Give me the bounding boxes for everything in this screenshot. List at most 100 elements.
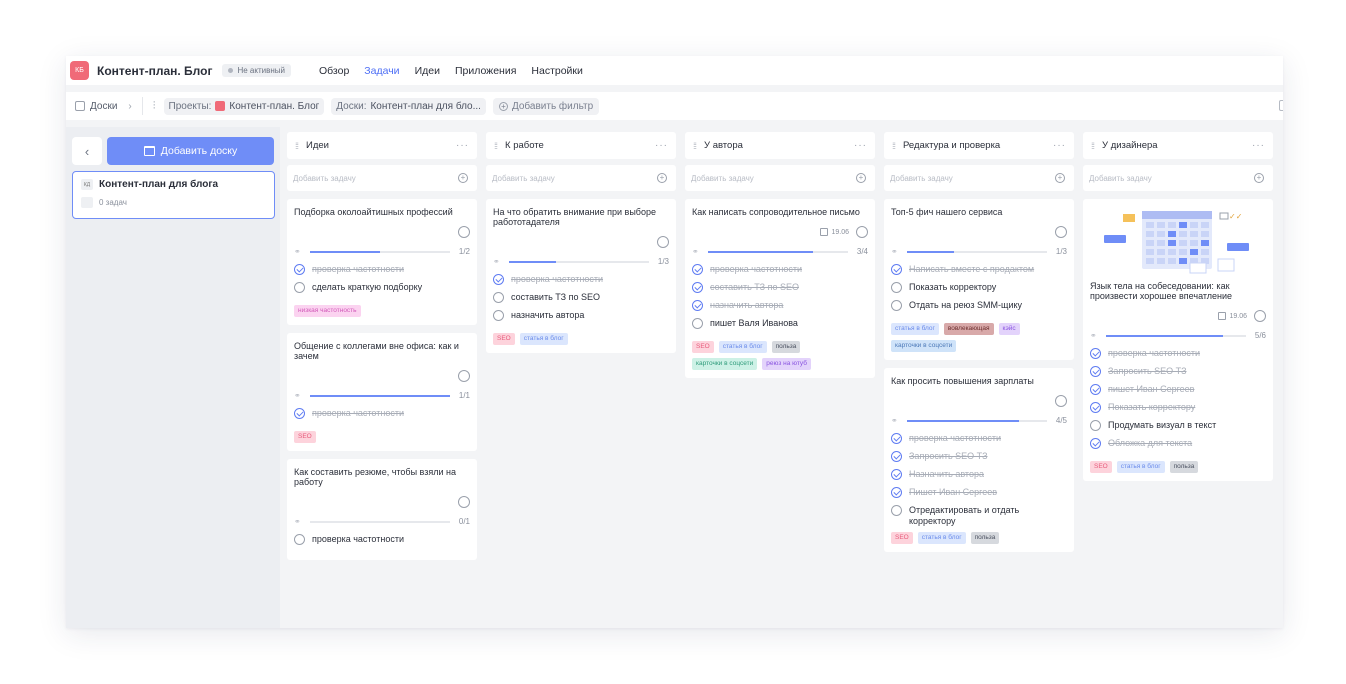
tag-badge[interactable]: карточки в соцсети — [692, 358, 758, 370]
checked-circle-icon[interactable] — [1090, 366, 1101, 377]
tab-ideas[interactable]: Идеи — [414, 64, 440, 77]
tag-badge[interactable]: статья в блог — [891, 323, 939, 335]
tag-badge[interactable]: польза — [1169, 461, 1199, 473]
tag-badge[interactable]: SEO — [294, 431, 316, 443]
project-logo[interactable]: КБ — [70, 61, 89, 80]
checklist-item[interactable]: проверка частотности — [294, 534, 470, 552]
tab-settings[interactable]: Настройки — [531, 64, 583, 77]
empty-circle-icon[interactable] — [891, 282, 902, 293]
add-board-button[interactable]: Добавить доску — [107, 137, 274, 165]
checklist-item[interactable]: Запросить SEO ТЗ — [1090, 366, 1266, 384]
boards-filter-chip[interactable]: Доски: Контент-план для бло... — [331, 97, 486, 115]
empty-circle-icon[interactable] — [891, 300, 902, 311]
task-card[interactable]: Общение с коллегами вне офиса: как и зач… — [287, 333, 477, 451]
task-card[interactable]: Топ-5 фич нашего сервиса ⚭ 1/3 Написать вме… — [884, 199, 1074, 360]
checklist-item[interactable]: Показать корректору — [1090, 402, 1266, 420]
add-task-input[interactable]: Добавить задачу + — [287, 165, 477, 191]
task-card[interactable]: Подборка околоайтишных профессий ⚭ 1/2 пров… — [287, 199, 477, 325]
more-icon[interactable]: ··· — [1053, 140, 1066, 151]
checklist-item[interactable]: Назначить автора — [891, 469, 1067, 487]
complete-toggle[interactable] — [1055, 395, 1067, 407]
checked-circle-icon[interactable] — [294, 264, 305, 275]
empty-circle-icon[interactable] — [1090, 420, 1101, 431]
tag-badge[interactable]: польза — [771, 341, 801, 353]
checked-circle-icon[interactable] — [1090, 438, 1101, 449]
add-filter-button[interactable]: + Добавить фильтр — [492, 97, 600, 115]
tag-badge[interactable]: SEO — [1090, 461, 1112, 473]
complete-toggle[interactable] — [458, 370, 470, 382]
boards-breadcrumb[interactable]: Доски › — [75, 101, 132, 112]
checklist-item[interactable]: проверка частотности — [493, 274, 669, 292]
panel-toggle-icon[interactable] — [1279, 100, 1283, 111]
add-task-input[interactable]: Добавить задачу + — [884, 165, 1074, 191]
complete-toggle[interactable] — [458, 496, 470, 508]
tag-badge[interactable]: польза — [970, 532, 1000, 544]
checklist-item[interactable]: назначить автора — [692, 300, 868, 318]
tag-badge[interactable]: низкая частотность — [294, 305, 361, 317]
checked-circle-icon[interactable] — [692, 300, 703, 311]
drag-handle-icon[interactable]: ⁞⁞ — [295, 140, 299, 151]
checklist-item[interactable]: проверка частотности — [294, 408, 470, 426]
empty-circle-icon[interactable] — [493, 292, 504, 303]
due-date[interactable]: 19.06 — [820, 228, 849, 236]
checked-circle-icon[interactable] — [891, 451, 902, 462]
checked-circle-icon[interactable] — [1090, 348, 1101, 359]
checked-circle-icon[interactable] — [891, 469, 902, 480]
checklist-item[interactable]: проверка частотности — [294, 264, 470, 282]
add-task-input[interactable]: Добавить задачу + — [1083, 165, 1273, 191]
checklist-item[interactable]: составить ТЗ по SEO — [493, 292, 669, 310]
checked-circle-icon[interactable] — [692, 264, 703, 275]
checked-circle-icon[interactable] — [891, 264, 902, 275]
more-icon[interactable]: ··· — [1252, 140, 1265, 151]
checklist-item[interactable]: пишет Иван Сергеев — [1090, 384, 1266, 402]
tag-badge[interactable]: SEO — [891, 532, 913, 544]
checklist-item[interactable]: назначить автора — [493, 310, 669, 328]
empty-circle-icon[interactable] — [493, 310, 504, 321]
empty-circle-icon[interactable] — [294, 534, 305, 545]
tag-badge[interactable]: SEO — [493, 333, 515, 345]
task-card[interactable]: Как просить повышения зарплаты ⚭ 4/5 провер… — [884, 368, 1074, 552]
plus-circle-icon[interactable]: + — [657, 173, 667, 183]
task-card[interactable]: На что обратить внимание при выборе рабо… — [486, 199, 676, 353]
due-date[interactable]: 19.06 — [1218, 312, 1247, 320]
checked-circle-icon[interactable] — [1090, 402, 1101, 413]
plus-circle-icon[interactable]: + — [458, 173, 468, 183]
tag-badge[interactable]: кэйс — [998, 323, 1020, 335]
complete-toggle[interactable] — [1055, 226, 1067, 238]
checklist-item[interactable]: проверка частотности — [692, 264, 868, 282]
checklist-item[interactable]: проверка частотности — [891, 433, 1067, 451]
status-badge[interactable]: Не активный — [222, 64, 291, 77]
empty-circle-icon[interactable] — [891, 505, 902, 516]
complete-toggle[interactable] — [1254, 310, 1266, 322]
checked-circle-icon[interactable] — [692, 282, 703, 293]
checklist-item[interactable]: Продумать визуал в текст — [1090, 420, 1266, 438]
projects-filter-chip[interactable]: Проекты: Контент-план. Блог — [163, 97, 325, 115]
collapse-sidebar-button[interactable]: ‹ — [72, 137, 102, 165]
checked-circle-icon[interactable] — [891, 487, 902, 498]
board-card[interactable]: КД Контент-план для блога 0 задач — [72, 171, 275, 219]
more-icon[interactable]: ··· — [854, 140, 867, 151]
complete-toggle[interactable] — [856, 226, 868, 238]
tag-badge[interactable]: карточки в соцсети — [891, 340, 957, 352]
plus-circle-icon[interactable]: + — [1254, 173, 1264, 183]
checked-circle-icon[interactable] — [891, 433, 902, 444]
checked-circle-icon[interactable] — [493, 274, 504, 285]
tag-badge[interactable]: SEO — [692, 341, 714, 353]
tag-badge[interactable]: статья в блог — [1116, 461, 1165, 473]
add-task-input[interactable]: Добавить задачу + — [486, 165, 676, 191]
drag-handle-icon[interactable]: ⁞⁞ — [693, 140, 697, 151]
checklist-item[interactable]: Отдать на реюз SMM-щику — [891, 300, 1067, 318]
checklist-item[interactable]: Отредактировать и отдать корректору — [891, 505, 1067, 527]
tab-overview[interactable]: Обзор — [318, 64, 350, 77]
tag-badge[interactable]: реюз на ютуб — [762, 358, 811, 370]
checklist-item[interactable]: Обложка для текста — [1090, 438, 1266, 456]
more-icon[interactable]: ··· — [456, 140, 469, 151]
task-card[interactable]: Как написать сопроводительное письмо 19.0… — [685, 199, 875, 378]
complete-toggle[interactable] — [458, 226, 470, 238]
tag-badge[interactable]: статья в блог — [917, 532, 966, 544]
checked-circle-icon[interactable] — [1090, 384, 1101, 395]
tag-badge[interactable]: вовлекающая — [943, 323, 994, 335]
plus-circle-icon[interactable]: + — [1055, 173, 1065, 183]
checklist-item[interactable]: проверка частотности — [1090, 348, 1266, 366]
checklist-item[interactable]: сделать краткую подборку — [294, 282, 470, 300]
